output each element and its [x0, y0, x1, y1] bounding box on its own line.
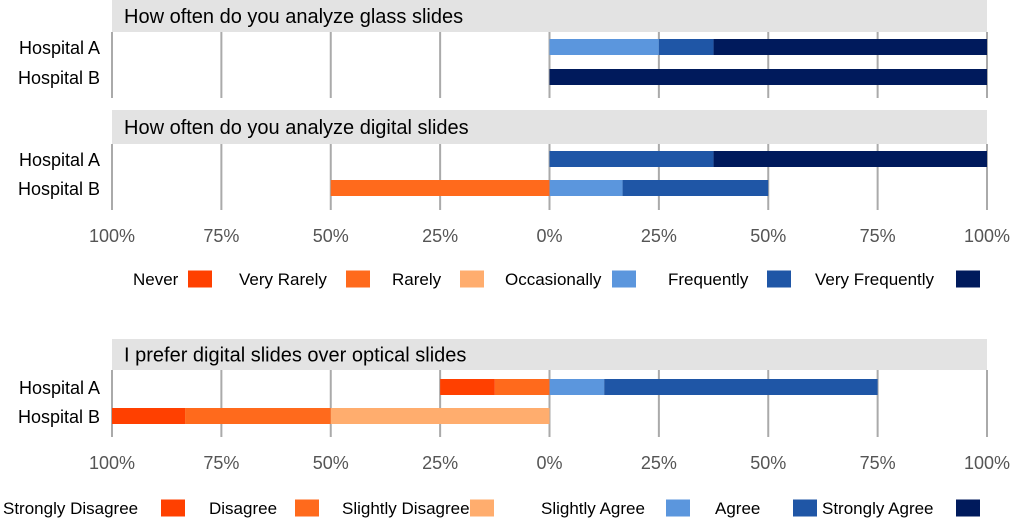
- chart-3-title-band: [112, 339, 987, 370]
- chart-2-tick-label: 100%: [89, 226, 135, 246]
- chart-3-category-label: Hospital A: [19, 378, 100, 398]
- chart-1-bar: [549, 69, 987, 85]
- legend-2-swatch: [161, 499, 185, 517]
- chart-1-bar: [658, 39, 714, 55]
- chart-3-tick-label: 0%: [536, 453, 562, 473]
- chart-2-bar: [549, 151, 714, 167]
- legend-2-swatch: [956, 499, 980, 517]
- chart-3-tick-label: 100%: [964, 453, 1010, 473]
- legend-1-swatch: [956, 270, 980, 288]
- chart-3-tick-label: 50%: [750, 453, 786, 473]
- chart-2-bar: [549, 180, 623, 196]
- legend-2-label: Disagree: [209, 499, 277, 518]
- chart-2-tick-label: 25%: [422, 226, 458, 246]
- legend-2-swatch: [295, 499, 319, 517]
- title-bands: [112, 0, 987, 370]
- chart-2-category-label: Hospital B: [18, 179, 100, 199]
- chart-3-tick-label: 75%: [860, 453, 896, 473]
- chart-2-tick-label: 50%: [750, 226, 786, 246]
- chart-2-bar: [330, 180, 550, 196]
- bars: [112, 39, 987, 424]
- legend-2-swatch: [793, 499, 817, 517]
- legend-1-label: Very Rarely: [239, 270, 327, 289]
- chart-3-bar: [185, 408, 331, 424]
- chart-3-bar: [440, 379, 495, 395]
- chart-3-bar: [330, 408, 550, 424]
- legend-2-label: Agree: [715, 499, 760, 518]
- legend-1-label: Frequently: [668, 270, 749, 289]
- chart-3-bar: [604, 379, 878, 395]
- chart-2-tick-label: 75%: [203, 226, 239, 246]
- chart-3-tick-label: 100%: [89, 453, 135, 473]
- labels: How often do you analyze glass slides Hos…: [3, 6, 1010, 518]
- legend-1-swatch: [767, 270, 791, 288]
- chart-3-bar: [494, 379, 550, 395]
- legend-2-label: Slightly Disagree: [342, 499, 470, 518]
- legend-1-label: Rarely: [392, 270, 442, 289]
- chart-1-category-label: Hospital A: [19, 38, 100, 58]
- chart-2-tick-label: 50%: [313, 226, 349, 246]
- legend-2-label: Strongly Agree: [822, 499, 934, 518]
- chart-2-tick-label: 75%: [860, 226, 896, 246]
- legend-2-swatch: [470, 499, 494, 517]
- chart-3-tick-label: 25%: [641, 453, 677, 473]
- legend-1-swatch: [460, 270, 484, 288]
- chart-2-tick-label: 100%: [964, 226, 1010, 246]
- legend-2-label: Strongly Disagree: [3, 499, 138, 518]
- legend-1-swatch: [346, 270, 370, 288]
- legend-2-label: Slightly Agree: [541, 499, 645, 518]
- legend-1-label: Very Frequently: [815, 270, 935, 289]
- chart-3-title: I prefer digital slides over optical sli…: [124, 345, 466, 367]
- chart-2-tick-label: 25%: [641, 226, 677, 246]
- gridlines: [111, 32, 988, 437]
- legend-2-swatch: [666, 499, 690, 517]
- chart-2-category-label: Hospital A: [19, 150, 100, 170]
- chart-2-title: How often do you analyze digital slides: [124, 117, 469, 139]
- legend-1-label: Never: [133, 270, 179, 289]
- chart-3-bar: [112, 408, 186, 424]
- chart-3-bar: [549, 379, 605, 395]
- legend-1-swatch: [612, 270, 636, 288]
- chart-2-title-band: [112, 110, 987, 144]
- chart-1-title: How often do you analyze glass slides: [124, 6, 463, 28]
- chart-1-category-label: Hospital B: [18, 68, 100, 88]
- chart-2-bar: [713, 151, 987, 167]
- legend-1-label: Occasionally: [505, 270, 602, 289]
- chart-3-tick-label: 75%: [203, 453, 239, 473]
- legend-1-swatch: [188, 270, 212, 288]
- chart-1-bar: [549, 39, 659, 55]
- chart-3-tick-label: 25%: [422, 453, 458, 473]
- chart-2-tick-label: 0%: [536, 226, 562, 246]
- chart-3-category-label: Hospital B: [18, 407, 100, 427]
- chart-1-title-band: [112, 0, 987, 32]
- chart-2-bar: [622, 180, 769, 196]
- chart-1-bar: [713, 39, 987, 55]
- chart-3-tick-label: 50%: [313, 453, 349, 473]
